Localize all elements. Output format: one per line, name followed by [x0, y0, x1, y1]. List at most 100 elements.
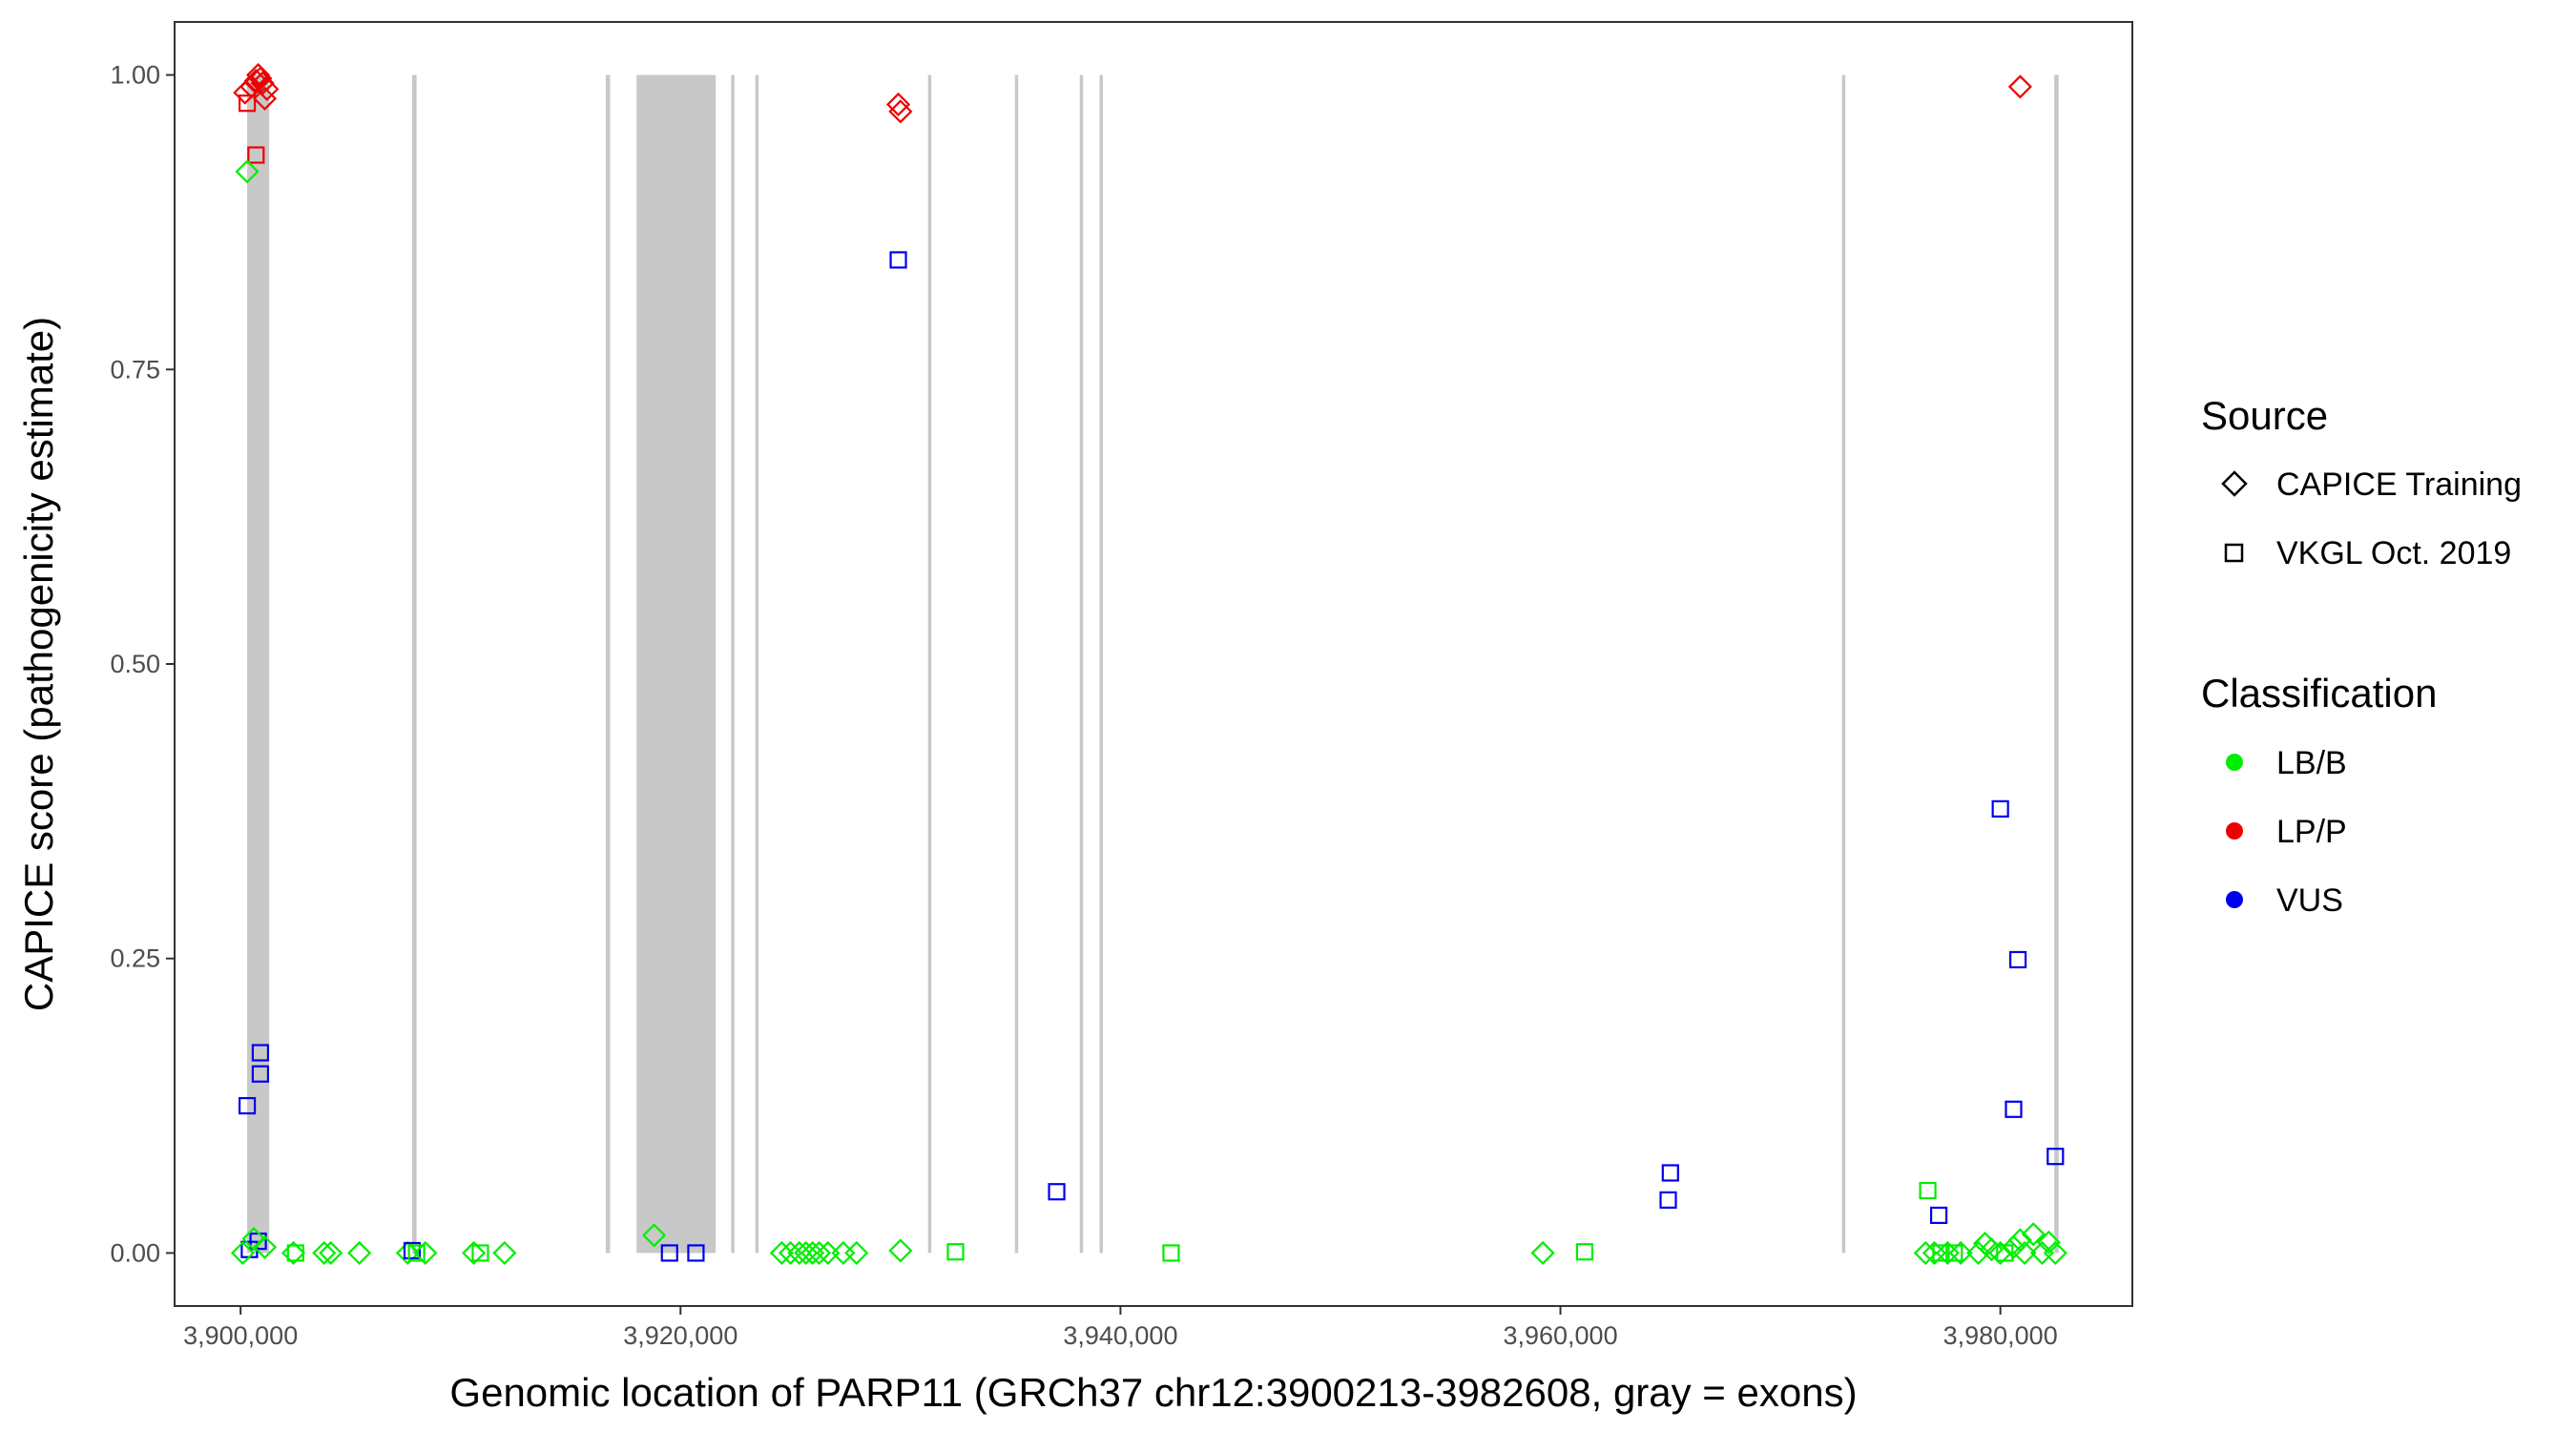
square-icon	[2224, 543, 2244, 563]
data-point-diamond	[230, 1240, 256, 1265]
data-point-diamond	[806, 1240, 832, 1265]
data-point-square	[660, 1244, 678, 1262]
diamond-icon	[2221, 470, 2248, 497]
data-point-diamond	[233, 80, 258, 105]
data-point-diamond	[2001, 1234, 2026, 1259]
data-point-diamond	[252, 86, 278, 111]
y-tick-label: 0.00	[110, 1238, 160, 1267]
data-point-diamond	[2043, 1240, 2067, 1265]
legend: Source CAPICE Training VKGL Oct. 2019 Cl…	[2201, 393, 2522, 919]
data-point-square	[1930, 1206, 1948, 1225]
y-tick-label: 0.25	[110, 944, 160, 973]
data-point-square	[1162, 1244, 1180, 1262]
exon-band	[755, 74, 759, 1254]
data-point-diamond	[492, 1240, 517, 1265]
legend-label-lpp: LP/P	[2276, 814, 2347, 850]
data-point-diamond	[1530, 1240, 1555, 1265]
x-axis-title: Genomic location of PARP11 (GRCh37 chr12…	[449, 1370, 1857, 1415]
data-point-square	[251, 1044, 270, 1062]
data-point-diamond	[888, 99, 913, 124]
data-point-diamond	[395, 1240, 420, 1265]
exon-band	[636, 74, 717, 1254]
y-axis: 0.00 0.25 0.50 0.75 1.00	[110, 61, 175, 1267]
legend-source-title: Source	[2201, 393, 2328, 438]
data-point-square	[403, 1241, 422, 1260]
data-point-square	[1048, 1183, 1066, 1201]
data-point-square	[1659, 1191, 1677, 1209]
data-point-diamond	[347, 1240, 372, 1265]
data-point-square	[247, 146, 265, 164]
data-point-square	[2046, 1148, 2065, 1166]
dot-icon	[2226, 822, 2243, 840]
data-point-square	[1661, 1164, 1679, 1182]
exon-band	[927, 74, 932, 1254]
data-point-square	[946, 1243, 965, 1261]
data-point-diamond	[319, 1240, 343, 1265]
data-point-diamond	[642, 1223, 667, 1248]
exon-band	[1841, 74, 1846, 1254]
data-point-diamond	[2036, 1230, 2061, 1255]
data-point-diamond	[1966, 1240, 1991, 1265]
exon-bands	[247, 74, 2059, 1254]
data-point-diamond	[280, 1240, 306, 1265]
exon-band	[247, 74, 270, 1254]
data-point-diamond	[1988, 1240, 2013, 1265]
legend-label-vus: VUS	[2276, 882, 2343, 919]
data-point-square	[2009, 950, 2027, 969]
legend-label-capice-training: CAPICE Training	[2276, 467, 2522, 503]
data-point-diamond	[255, 76, 280, 101]
legend-item-vkgl: VKGL Oct. 2019	[2224, 535, 2511, 571]
data-point-diamond	[2007, 1228, 2032, 1253]
x-tick-label: 3,980,000	[1943, 1321, 2058, 1350]
data-point-diamond	[235, 159, 260, 184]
data-point-square	[407, 1244, 426, 1262]
data-point-square	[471, 1244, 489, 1262]
data-point-square	[286, 1244, 304, 1262]
data-point-diamond	[248, 66, 273, 91]
data-point-diamond	[250, 71, 275, 95]
x-tick-label: 3,960,000	[1503, 1321, 1617, 1350]
data-point-diamond	[2021, 1222, 2046, 1247]
data-point-square	[1932, 1244, 1950, 1262]
exon-band	[605, 74, 611, 1254]
legend-item-capice-training: CAPICE Training	[2221, 467, 2522, 503]
y-tick-label: 1.00	[110, 61, 160, 90]
exon-band	[731, 74, 735, 1254]
y-axis-title: CAPICE score (pathogenicity estimate)	[16, 317, 61, 1011]
legend-item-lbb: LB/B	[2226, 745, 2347, 781]
data-point-diamond	[413, 1240, 438, 1265]
data-point-diamond	[312, 1240, 337, 1265]
data-point-diamond	[241, 1227, 266, 1252]
data-point-square	[1945, 1244, 1963, 1262]
data-point-square	[238, 94, 257, 113]
legend-label-vkgl: VKGL Oct. 2019	[2276, 535, 2511, 571]
data-point-square	[251, 1065, 270, 1083]
data-point-diamond	[1948, 1240, 1973, 1265]
data-point-diamond	[885, 92, 911, 116]
dot-icon	[2226, 891, 2243, 908]
exon-band	[2054, 74, 2059, 1254]
data-point-square	[1991, 799, 2009, 818]
y-tick-label: 0.75	[110, 355, 160, 384]
legend-item-vus: VUS	[2226, 882, 2343, 919]
data-point-square	[1575, 1243, 1594, 1261]
legend-label-lbb: LB/B	[2276, 745, 2347, 781]
data-point-diamond	[888, 1238, 913, 1263]
exon-band	[412, 74, 417, 1254]
data-point-square	[238, 1096, 257, 1115]
data-point-diamond	[844, 1240, 869, 1265]
data-point-diamond	[462, 1240, 487, 1265]
legend-item-lpp: LP/P	[2226, 814, 2347, 850]
data-point-diamond	[769, 1240, 794, 1265]
exon-band	[1079, 74, 1084, 1254]
x-tick-label: 3,920,000	[623, 1321, 737, 1350]
data-point-diamond	[2007, 74, 2032, 99]
x-axis: 3,900,000 3,920,000 3,940,000 3,960,000 3,98…	[183, 1306, 2058, 1350]
data-point-square	[2005, 1100, 2023, 1118]
dot-icon	[2226, 754, 2243, 771]
exon-band	[1099, 74, 1103, 1254]
x-tick-label: 3,900,000	[183, 1321, 298, 1350]
y-tick-label: 0.50	[110, 650, 160, 678]
